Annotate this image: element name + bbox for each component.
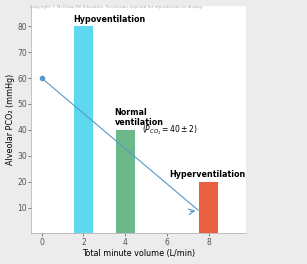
- Text: Normal
ventilation: Normal ventilation: [115, 108, 164, 127]
- Text: Hyperventilation: Hyperventilation: [169, 170, 245, 179]
- Text: Copyright © McGraw-Hill Education. Permission required for reproduction or displ: Copyright © McGraw-Hill Education. Permi…: [30, 5, 203, 9]
- Text: Hypoventilation: Hypoventilation: [73, 15, 145, 24]
- X-axis label: Total minute volume (L/min): Total minute volume (L/min): [82, 249, 195, 258]
- Bar: [199, 182, 218, 233]
- Bar: [74, 26, 93, 233]
- Text: $(P_{CO_2}= 40 \pm 2)$: $(P_{CO_2}= 40 \pm 2)$: [142, 123, 198, 137]
- Bar: [116, 130, 134, 233]
- Y-axis label: Alveolar PCO₂ (mmHg): Alveolar PCO₂ (mmHg): [6, 74, 14, 165]
